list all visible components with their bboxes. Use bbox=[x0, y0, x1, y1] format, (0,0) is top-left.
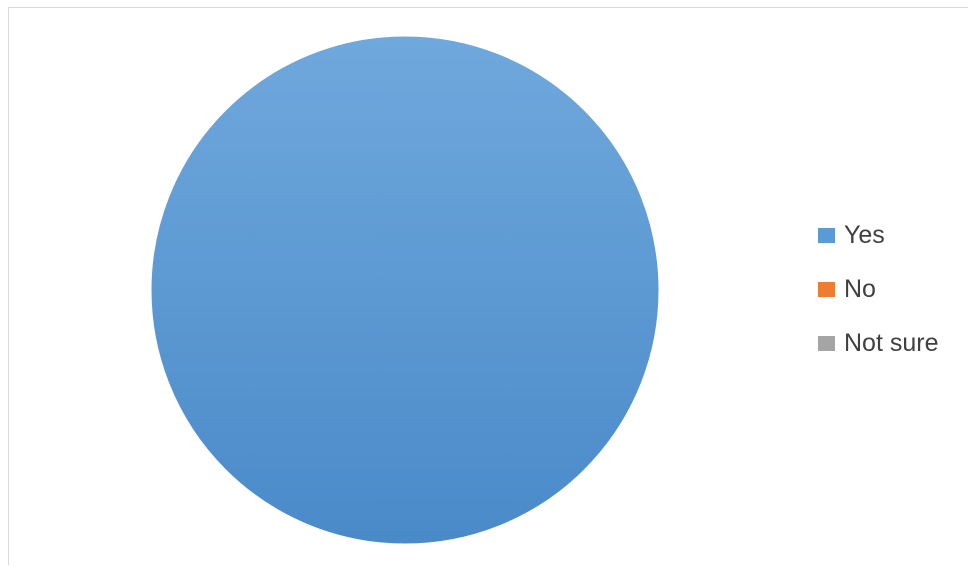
legend-swatch-not-sure bbox=[818, 336, 835, 351]
legend-label-yes: Yes bbox=[844, 221, 885, 249]
legend-swatch-no bbox=[818, 282, 835, 297]
legend-item-not-sure: Not sure bbox=[818, 330, 938, 357]
legend-item-yes: Yes bbox=[818, 222, 938, 249]
legend-label-no: No bbox=[844, 275, 876, 303]
legend-label-not-sure: Not sure bbox=[844, 329, 939, 357]
pie-slice-yes bbox=[150, 35, 660, 545]
legend-swatch-yes bbox=[818, 228, 835, 243]
legend-item-no: No bbox=[818, 276, 938, 303]
pie-slices bbox=[150, 35, 660, 545]
legend: Yes No Not sure bbox=[818, 222, 938, 384]
